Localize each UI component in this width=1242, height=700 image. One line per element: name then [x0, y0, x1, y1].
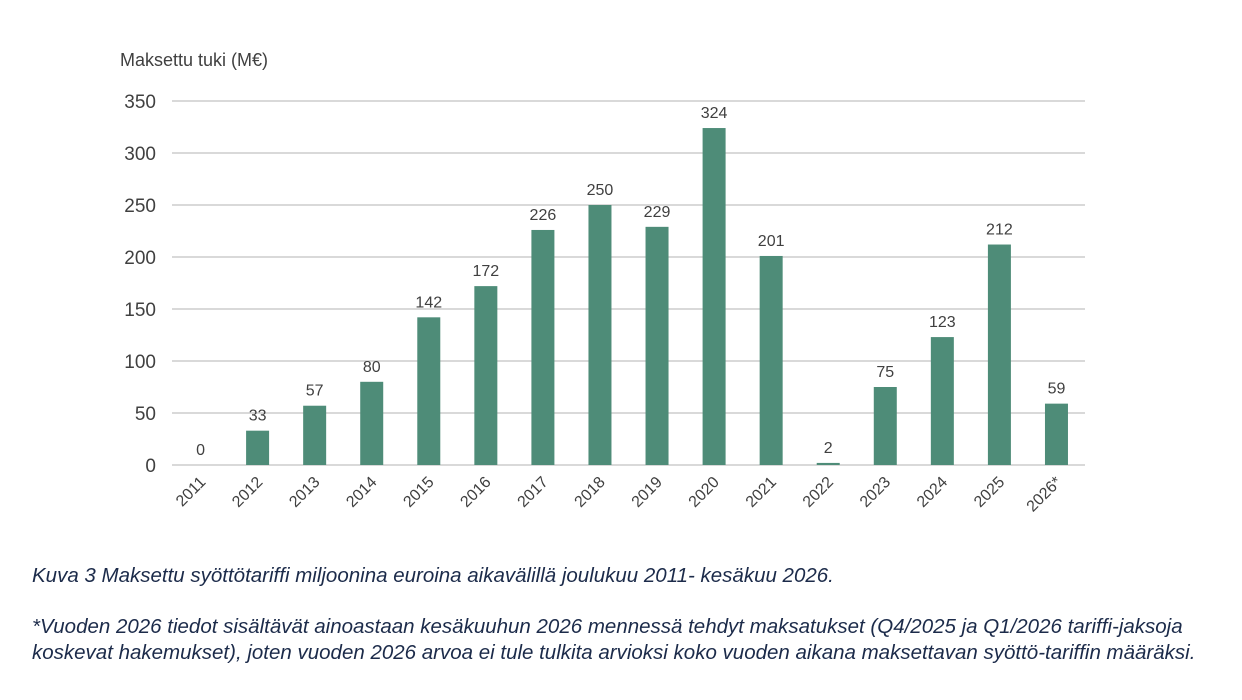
- bar: [246, 430, 270, 465]
- data-label: 212: [986, 222, 1013, 239]
- data-label: 324: [701, 105, 728, 122]
- y-tick-label: 100: [124, 352, 156, 373]
- y-tick-label: 0: [145, 456, 156, 477]
- data-label: 229: [644, 204, 671, 221]
- gridlines: [172, 100, 1085, 466]
- bar: [702, 128, 726, 466]
- x-tick-label: 2026*: [1024, 474, 1066, 516]
- data-label: 250: [587, 182, 614, 199]
- x-tick-label: 2021: [743, 474, 780, 511]
- x-tick-label: 2013: [286, 474, 323, 511]
- x-tick-label: 2024: [914, 474, 951, 511]
- data-label: 201: [758, 233, 785, 250]
- x-tick-label: 2020: [686, 474, 723, 511]
- bar: [303, 405, 327, 465]
- data-label: 33: [249, 408, 267, 425]
- data-label: 172: [472, 263, 499, 280]
- x-tick-label: 2025: [971, 474, 1008, 511]
- bar: [417, 317, 441, 465]
- bar: [930, 337, 954, 465]
- bar: [645, 226, 669, 465]
- bars: [246, 128, 1068, 466]
- y-axis-ticks: 0 50 100 150 200 250 300 350: [124, 92, 156, 477]
- bar: [531, 229, 555, 465]
- x-tick-label: 2019: [629, 474, 666, 511]
- y-tick-label: 250: [124, 196, 156, 217]
- bar: [474, 286, 498, 465]
- x-tick-label: 2022: [800, 474, 837, 511]
- y-tick-label: 50: [135, 404, 156, 425]
- y-tick-label: 350: [124, 92, 156, 113]
- data-label: 75: [876, 364, 894, 381]
- data-labels: 0 33 57 80 142 172 226 250 229 324 201 2 75 123 212 59: [196, 105, 1065, 459]
- data-label: 80: [363, 359, 381, 376]
- data-label: 59: [1048, 381, 1066, 398]
- y-axis-label: Maksettu tuki (M€): [120, 50, 268, 70]
- bar: [588, 205, 612, 465]
- bar: [360, 381, 384, 465]
- bar: [759, 255, 783, 465]
- x-tick-label: 2015: [400, 474, 437, 511]
- bar: [816, 462, 840, 465]
- figure-footnote: *Vuoden 2026 tiedot sisältävät ainoastaa…: [32, 615, 1196, 664]
- x-tick-label: 2016: [457, 474, 494, 511]
- x-tick-label: 2011: [173, 474, 209, 510]
- data-label: 0: [196, 442, 205, 459]
- x-tick-label: 2023: [857, 474, 894, 511]
- bar: [1044, 403, 1068, 465]
- y-tick-label: 150: [124, 300, 156, 321]
- bar: [987, 244, 1011, 465]
- data-label: 2: [824, 440, 833, 457]
- y-tick-label: 300: [124, 144, 156, 165]
- data-label: 57: [306, 383, 324, 400]
- x-tick-label: 2014: [343, 474, 380, 511]
- x-tick-label: 2018: [572, 474, 609, 511]
- data-label: 226: [530, 207, 557, 224]
- y-tick-label: 200: [124, 248, 156, 269]
- data-label: 123: [929, 314, 956, 331]
- bar: [873, 387, 897, 465]
- figure-caption: Kuva 3 Maksettu syöttötariffi miljoonina…: [32, 564, 834, 587]
- x-tick-label: 2017: [515, 474, 552, 511]
- x-axis-ticks: 2011 2012 2013 2014 2015 2016 2017 2018 2019 2020…: [173, 474, 1065, 516]
- x-tick-label: 2012: [229, 474, 266, 511]
- data-label: 142: [415, 294, 442, 311]
